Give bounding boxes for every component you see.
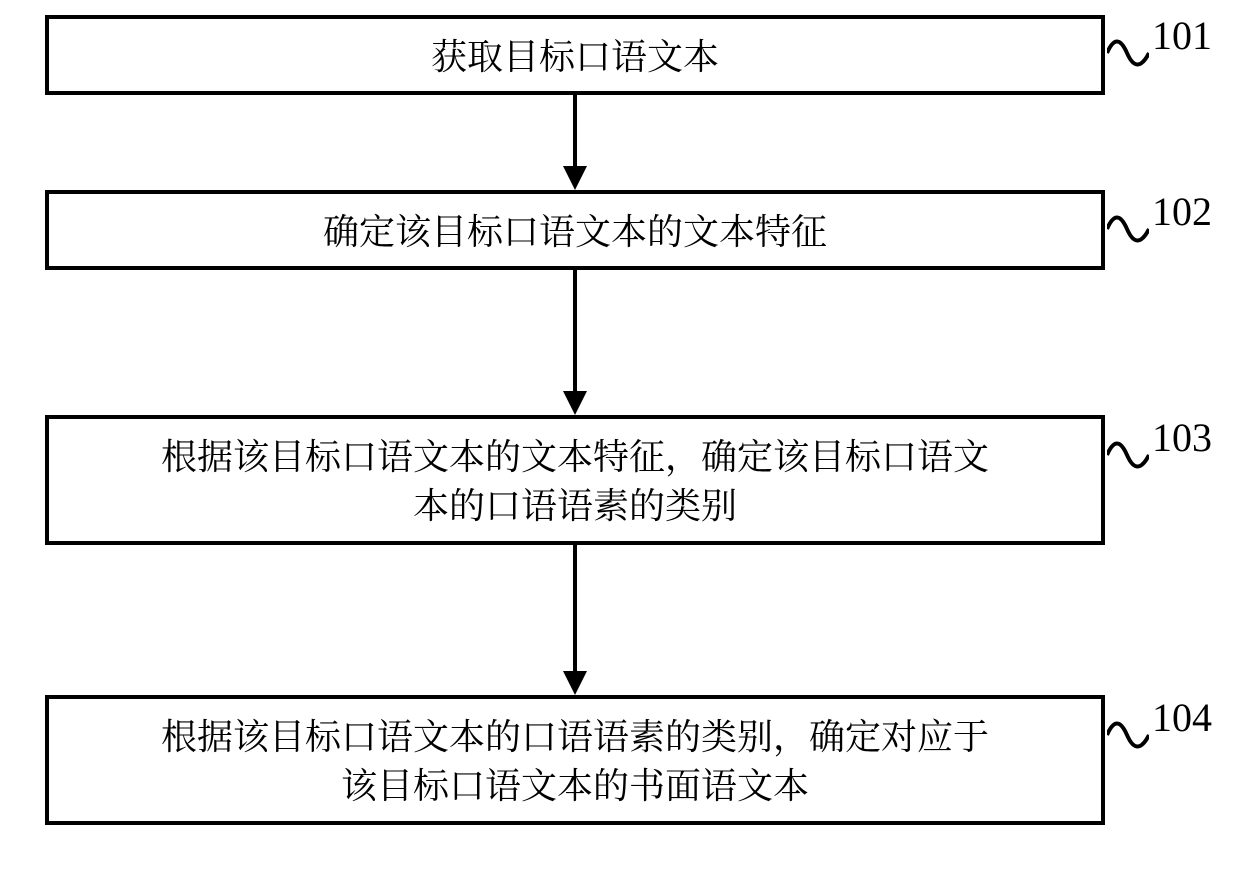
arrow-102-103 [573, 270, 577, 393]
flow-node-102: 确定该目标口语文本的文本特征 [45, 190, 1105, 270]
squiggle-connector-102 [1107, 194, 1149, 264]
arrow-head-101-102 [563, 166, 587, 190]
step-label-102: 102 [1152, 188, 1212, 235]
arrow-head-103-104 [563, 671, 587, 695]
flow-node-101-text: 获取目标口语文本 [431, 31, 719, 80]
flowchart-canvas: 获取目标口语文本 101 确定该目标口语文本的文本特征 102 根据该目标口语文… [0, 0, 1239, 875]
flow-node-104: 根据该目标口语文本的口语语素的类别，确定对应于 该目标口语文本的书面语文本 [45, 695, 1105, 825]
arrow-103-104 [573, 545, 577, 673]
step-label-104: 104 [1152, 694, 1212, 741]
squiggle-connector-101 [1107, 18, 1149, 88]
arrow-101-102 [573, 95, 577, 168]
step-label-103: 103 [1152, 414, 1212, 461]
squiggle-connector-103 [1107, 420, 1149, 490]
flow-node-103-text: 根据该目标口语文本的文本特征，确定该目标口语文 本的口语语素的类别 [161, 431, 989, 528]
flow-node-104-text: 根据该目标口语文本的口语语素的类别，确定对应于 该目标口语文本的书面语文本 [161, 711, 989, 808]
arrow-head-102-103 [563, 391, 587, 415]
flow-node-103: 根据该目标口语文本的文本特征，确定该目标口语文 本的口语语素的类别 [45, 415, 1105, 545]
flow-node-101: 获取目标口语文本 [45, 15, 1105, 95]
squiggle-connector-104 [1107, 700, 1149, 770]
flow-node-102-text: 确定该目标口语文本的文本特征 [323, 206, 827, 255]
step-label-101: 101 [1152, 12, 1212, 59]
